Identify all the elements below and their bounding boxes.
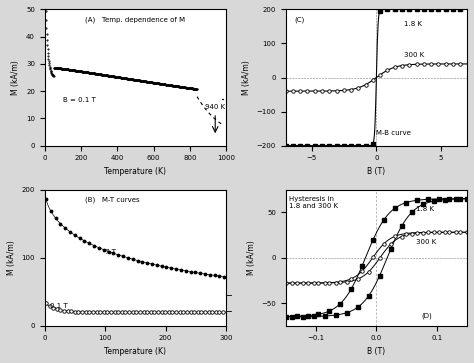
Text: (C): (C) xyxy=(295,16,305,23)
Text: 300 K: 300 K xyxy=(403,52,424,58)
Text: 300 K: 300 K xyxy=(416,239,437,245)
Y-axis label: M (kA/m): M (kA/m) xyxy=(242,60,251,95)
Y-axis label: M (kA/m): M (kA/m) xyxy=(246,240,255,275)
Text: (A)   Temp. dependence of M: (A) Temp. dependence of M xyxy=(85,16,185,23)
X-axis label: B (T): B (T) xyxy=(367,347,385,356)
Text: (B)   M-T curves: (B) M-T curves xyxy=(85,196,139,203)
X-axis label: Temperature (K): Temperature (K) xyxy=(104,167,166,176)
Text: B = 0.1 T: B = 0.1 T xyxy=(63,97,96,103)
Text: 7 T: 7 T xyxy=(105,249,116,254)
Text: 1.8 K: 1.8 K xyxy=(416,206,434,212)
Text: M-B curve: M-B curve xyxy=(376,130,411,136)
Text: 1.8 K: 1.8 K xyxy=(403,21,421,27)
X-axis label: Temperature (K): Temperature (K) xyxy=(104,347,166,356)
Text: (D): (D) xyxy=(422,313,432,319)
Text: 940 K: 940 K xyxy=(205,104,225,110)
X-axis label: B (T): B (T) xyxy=(367,167,385,176)
Text: 0.1 T: 0.1 T xyxy=(50,303,68,309)
Y-axis label: M (kA/m): M (kA/m) xyxy=(7,240,16,275)
Text: Hysteresis in
1.8 and 300 K: Hysteresis in 1.8 and 300 K xyxy=(289,196,338,209)
Y-axis label: M (kA/m): M (kA/m) xyxy=(11,60,20,95)
